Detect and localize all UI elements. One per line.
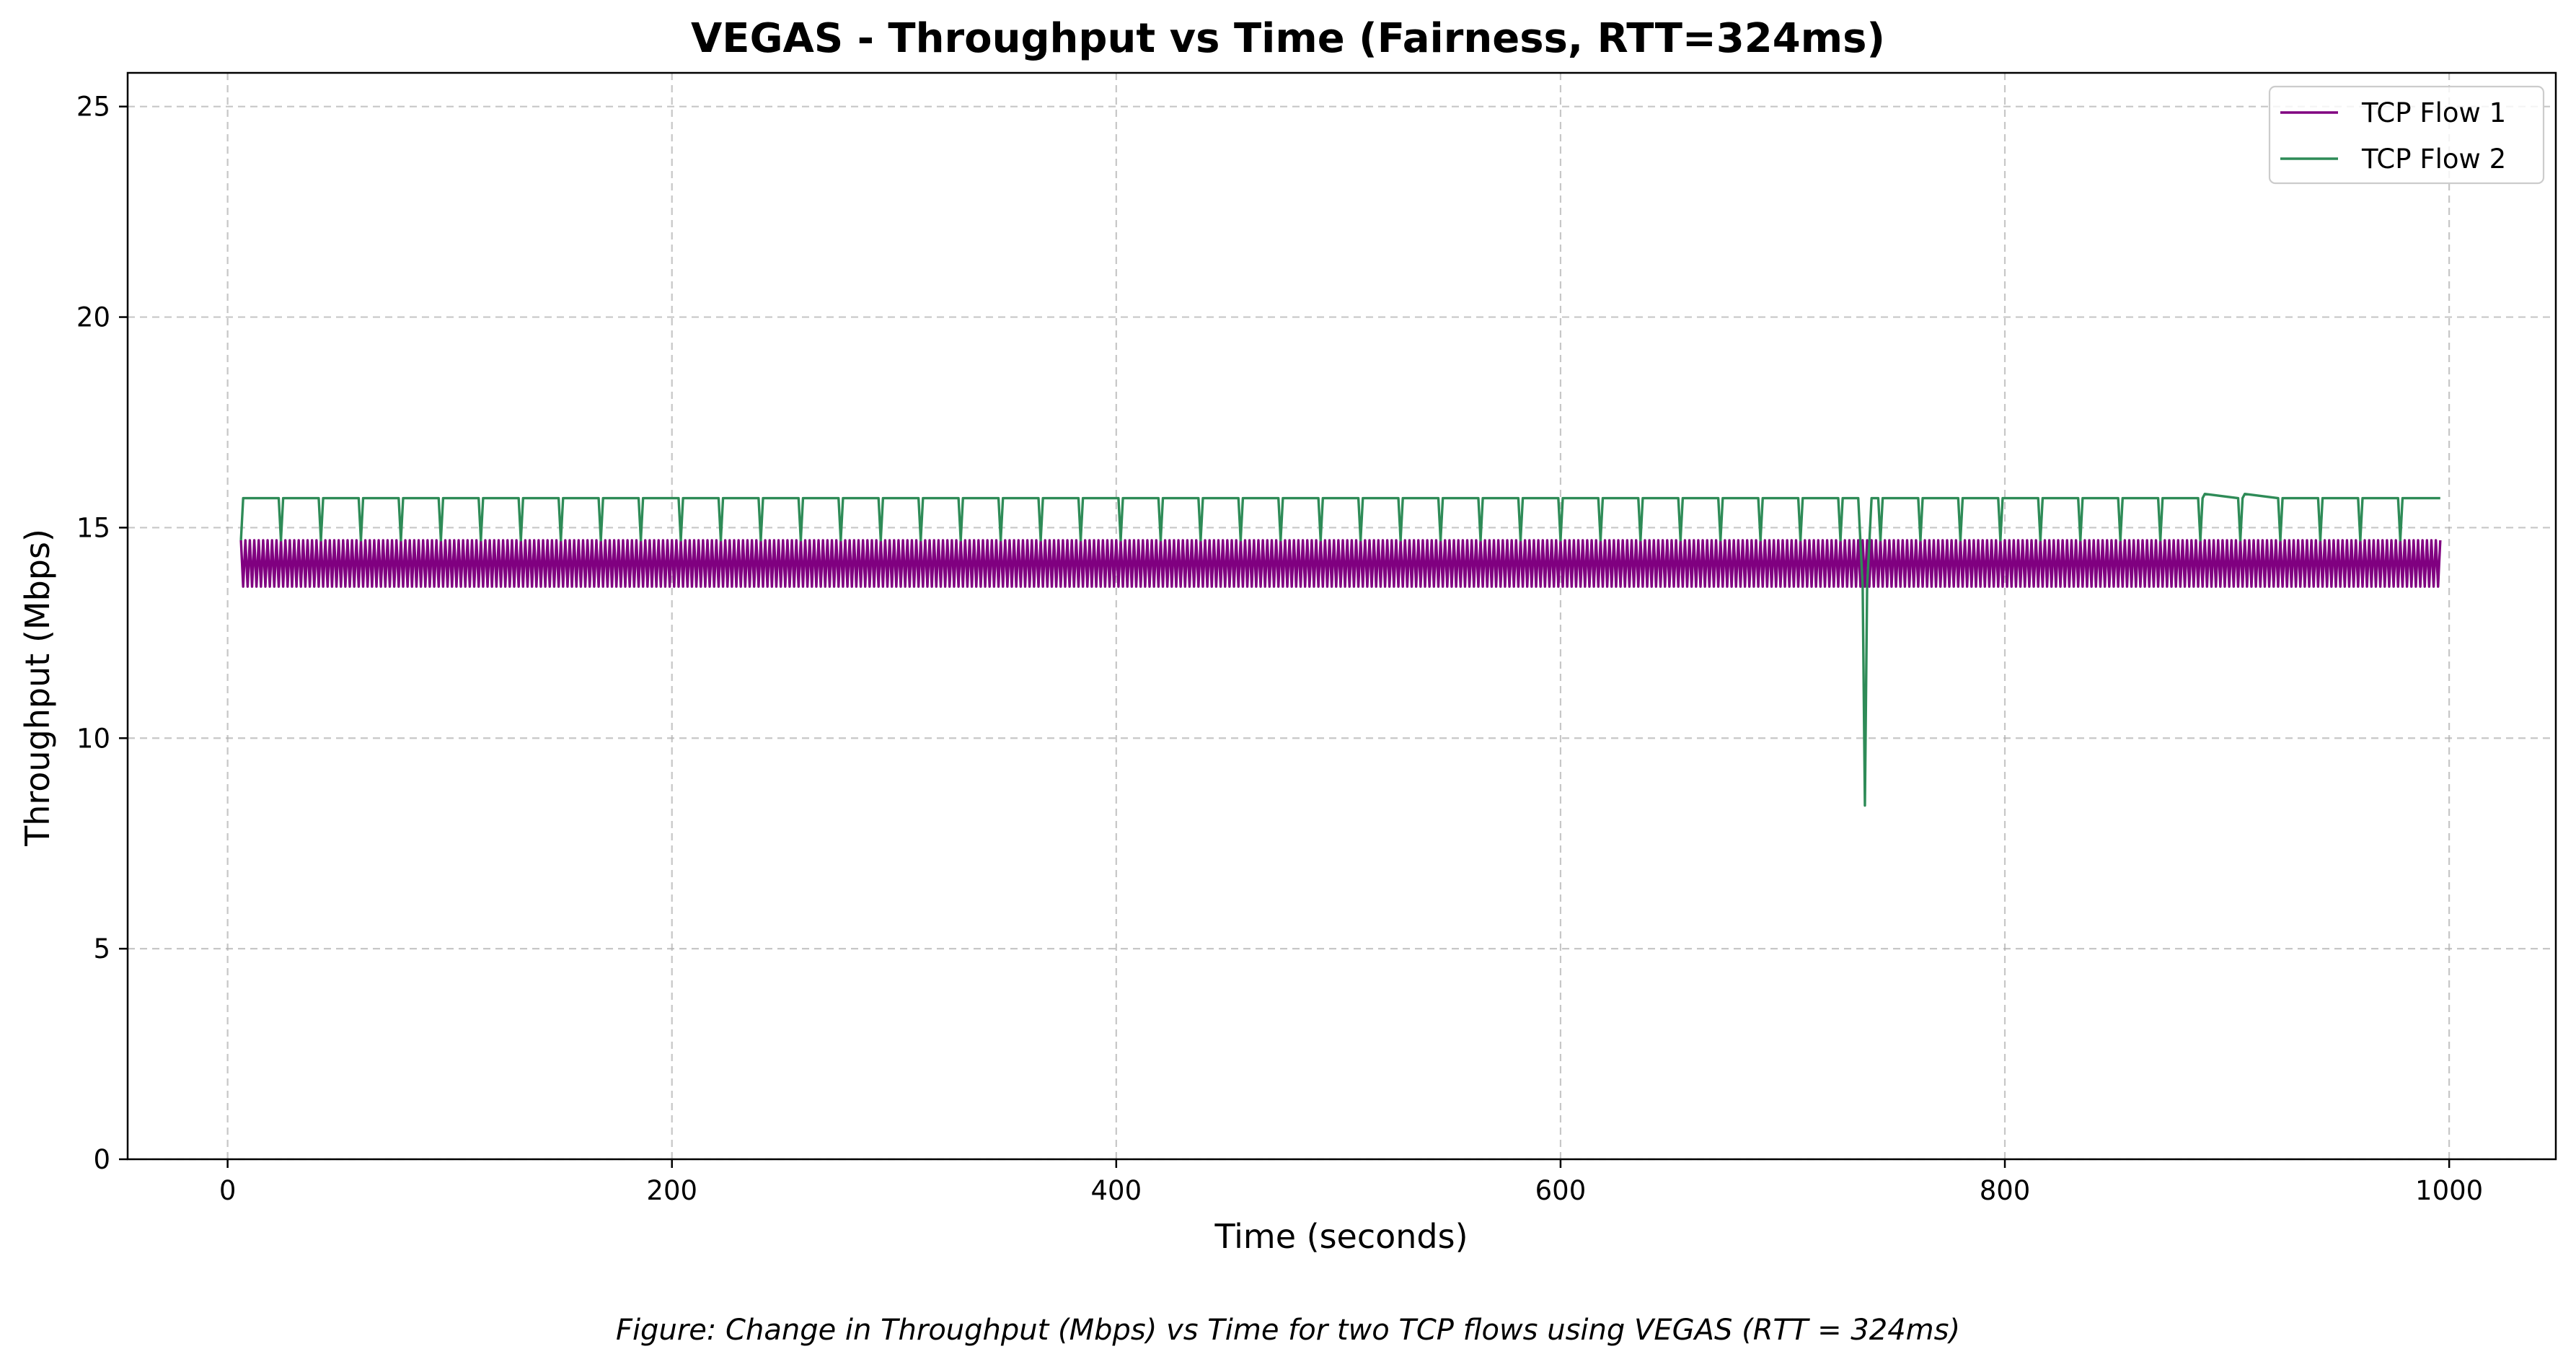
y-tick-label: 5 — [93, 933, 110, 964]
plot-frame — [126, 71, 2557, 1161]
x-tick-label: 0 — [219, 1175, 237, 1206]
chart-title: VEGAS - Throughput vs Time (Fairness, RT… — [691, 15, 1885, 62]
legend-label: TCP Flow 2 — [2361, 144, 2506, 175]
y-tick-label: 0 — [93, 1144, 110, 1175]
plot-series — [239, 493, 2442, 807]
axes: 0 200 400 600 800 1000 0 5 10 15 20 25 — [76, 71, 2557, 1206]
y-tick-label: 25 — [76, 92, 110, 123]
legend-label: TCP Flow 1 — [2361, 97, 2506, 128]
x-tick-label: 400 — [1091, 1175, 1142, 1206]
x-tick-label: 200 — [646, 1175, 697, 1206]
legend: TCP Flow 1 TCP Flow 2 — [2268, 85, 2545, 185]
x-tick-label: 600 — [1535, 1175, 1587, 1206]
y-axis-label: Throughput (Mbps) — [18, 529, 57, 847]
figure-caption: Figure: Change in Throughput (Mbps) vs T… — [616, 1314, 1960, 1347]
x-axis-label: Time (seconds) — [1214, 1217, 1468, 1256]
x-tick-label: 800 — [1980, 1175, 2031, 1206]
y-tick-label: 20 — [76, 302, 110, 333]
y-tick-label: 15 — [76, 512, 110, 543]
x-tick-label: 1000 — [2415, 1175, 2483, 1206]
grid — [128, 73, 2556, 1161]
series-line-tcp-flow-2 — [239, 493, 2440, 807]
series-line-tcp-flow-1 — [239, 539, 2442, 588]
y-tick-label: 10 — [76, 723, 110, 754]
